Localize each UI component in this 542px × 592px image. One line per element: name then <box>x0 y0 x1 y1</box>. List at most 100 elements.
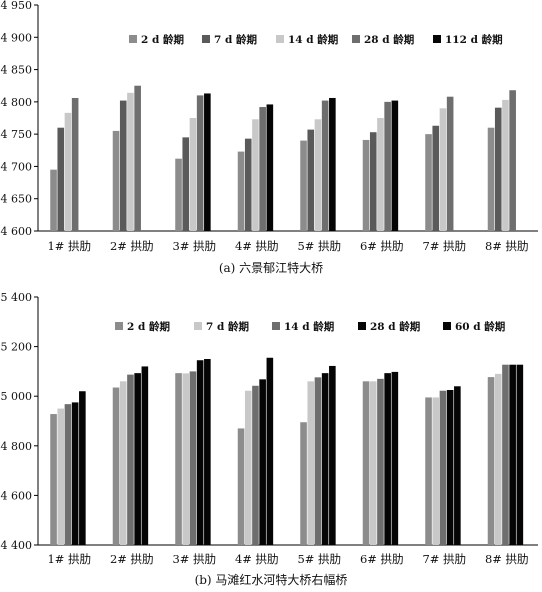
bar <box>244 138 252 231</box>
x-tick-label: 7# 拱肋 <box>422 239 466 253</box>
x-tick-label: 6# 拱肋 <box>360 552 404 566</box>
legend-label: 7 d 龄期 <box>206 320 249 333</box>
bar <box>509 90 516 231</box>
y-tick-label: 4 750 <box>1 128 33 141</box>
bar <box>112 387 120 545</box>
bar <box>362 139 370 231</box>
bar <box>391 100 399 231</box>
bar <box>425 397 432 545</box>
y-tick-label: 4 650 <box>1 193 33 206</box>
chart-b: 4 400 4 600 4 800 5 000 5 200 5 400 1# 拱肋 2# 拱肋… <box>1 291 538 566</box>
x-tick-label: 8# 拱肋 <box>485 239 529 253</box>
bar <box>119 100 127 231</box>
legend-swatch <box>272 322 280 330</box>
bar <box>182 373 190 545</box>
bar <box>57 408 65 545</box>
y-tick-label: 4 400 <box>1 539 33 552</box>
y-tick-label: 5 200 <box>1 341 33 354</box>
bar <box>189 371 197 545</box>
legend-swatch <box>358 322 366 330</box>
chart-a: 4 600 4 650 4 700 4 750 4 800 4 850 4 900 4 950… <box>1 0 538 253</box>
bar <box>189 118 197 231</box>
x-tick-label: 7# 拱肋 <box>422 552 466 566</box>
bar <box>127 374 134 545</box>
bar <box>71 97 79 231</box>
y-tick-label: 4 950 <box>1 0 33 12</box>
y-tick-label: 4 850 <box>1 64 33 77</box>
x-tick-label: 4# 拱肋 <box>235 239 279 253</box>
x-tick-label: 5# 拱肋 <box>297 552 341 566</box>
bar <box>204 359 211 545</box>
x-tick-label: 3# 拱肋 <box>172 552 216 566</box>
bar <box>509 364 516 545</box>
bar <box>369 381 377 545</box>
bar <box>79 391 86 545</box>
bar <box>259 379 266 545</box>
bar <box>71 402 79 545</box>
chart-a-caption: (a) 六景郁江特大桥 <box>219 260 323 275</box>
legend-label: 112 d 龄期 <box>445 33 503 46</box>
bar <box>362 381 370 545</box>
legend-label: 28 d 龄期 <box>364 33 414 46</box>
bar <box>259 107 266 231</box>
bar <box>252 385 259 545</box>
bar <box>487 127 495 231</box>
legend-label: 60 d 龄期 <box>455 320 505 333</box>
bar <box>446 390 454 545</box>
bar <box>307 381 315 545</box>
y-tick-label: 4 900 <box>1 31 33 44</box>
bar <box>487 377 495 545</box>
bar <box>329 97 336 231</box>
bar <box>321 373 329 545</box>
bar <box>494 373 502 545</box>
legend-swatch <box>352 35 360 43</box>
x-tick-label: 8# 拱肋 <box>485 552 529 566</box>
bar <box>377 118 384 231</box>
bar <box>384 101 391 231</box>
chart-b-caption: (b) 马滩红水河特大桥右幅桥 <box>195 572 348 587</box>
bar <box>266 104 274 231</box>
bar <box>300 140 307 231</box>
bar <box>266 357 274 545</box>
legend-swatch <box>202 35 210 43</box>
bar <box>134 373 141 545</box>
bar <box>454 386 461 545</box>
bar <box>439 108 447 231</box>
legend-label: 14 d 龄期 <box>284 320 334 333</box>
bar <box>175 158 182 231</box>
bar <box>425 134 432 231</box>
legend-label: 2 d 龄期 <box>127 320 170 333</box>
bar <box>244 390 252 545</box>
y-tick-label: 5 000 <box>1 390 33 403</box>
bar <box>237 151 245 231</box>
bar <box>175 373 182 545</box>
bar <box>307 129 315 231</box>
bar <box>384 373 391 545</box>
x-tick-label: 4# 拱肋 <box>235 552 279 566</box>
bar <box>119 381 127 545</box>
bar <box>112 130 120 231</box>
bar <box>196 95 204 232</box>
legend-label: 14 d 龄期 <box>288 33 338 46</box>
bar <box>50 414 57 545</box>
bar <box>369 132 377 231</box>
bar <box>252 119 259 231</box>
legend-swatch <box>129 35 137 43</box>
bar <box>321 100 329 231</box>
bar <box>141 366 149 545</box>
bar <box>57 127 65 231</box>
legend-swatch <box>194 322 202 330</box>
y-tick-label: 5 400 <box>1 291 33 304</box>
x-tick-label: 1# 拱肋 <box>47 239 91 253</box>
bar <box>300 422 307 545</box>
bar <box>50 169 57 231</box>
x-tick-label: 3# 拱肋 <box>172 239 216 253</box>
x-tick-label: 2# 拱肋 <box>110 239 154 253</box>
y-tick-label: 4 700 <box>1 160 33 173</box>
bar <box>432 125 440 231</box>
bar <box>204 93 211 232</box>
legend-swatch <box>443 322 451 330</box>
legend-label: 2 d 龄期 <box>141 33 184 46</box>
bar <box>439 390 447 545</box>
legend-swatch <box>276 35 284 43</box>
